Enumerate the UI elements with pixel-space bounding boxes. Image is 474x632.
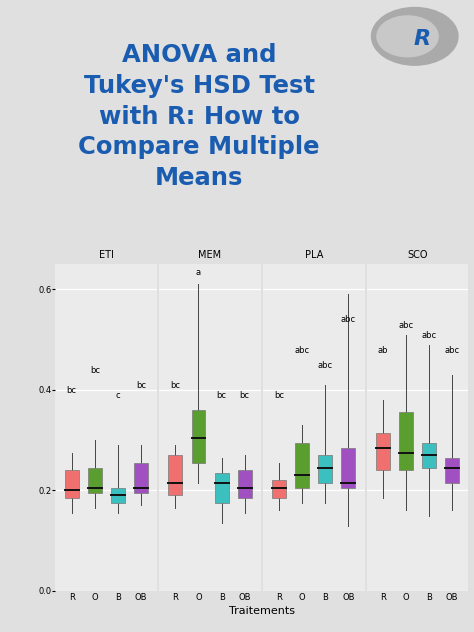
Text: SCO: SCO: [407, 250, 428, 260]
Text: MEM: MEM: [199, 250, 222, 260]
Bar: [422, 442, 436, 468]
Circle shape: [372, 8, 458, 65]
Text: bc: bc: [90, 366, 100, 375]
Text: ETI: ETI: [99, 250, 114, 260]
Text: abc: abc: [341, 315, 356, 324]
Bar: [215, 473, 228, 503]
Text: Traitements: Traitements: [229, 606, 295, 616]
Text: abc: abc: [295, 346, 310, 355]
Text: ab: ab: [377, 346, 388, 355]
Text: R: R: [413, 28, 430, 49]
Bar: [111, 488, 125, 503]
Bar: [376, 432, 390, 470]
Text: bc: bc: [136, 381, 146, 390]
Bar: [295, 442, 309, 488]
Bar: [341, 447, 356, 488]
Bar: [168, 455, 182, 495]
Text: bc: bc: [67, 386, 77, 395]
Text: ANOVA and
Tukey's HSD Test
with R: How to
Compare Multiple
Means: ANOVA and Tukey's HSD Test with R: How t…: [78, 44, 320, 190]
Bar: [191, 410, 205, 463]
Text: abc: abc: [398, 320, 413, 329]
Bar: [272, 480, 286, 498]
Bar: [134, 463, 148, 493]
Bar: [319, 455, 332, 483]
Bar: [399, 413, 413, 470]
Text: a: a: [196, 268, 201, 277]
Text: bc: bc: [217, 391, 227, 400]
Circle shape: [377, 16, 438, 57]
Text: abc: abc: [445, 346, 460, 355]
Bar: [65, 470, 79, 498]
Bar: [238, 470, 252, 498]
Text: abc: abc: [421, 331, 437, 339]
Text: bc: bc: [170, 381, 180, 390]
Text: PLA: PLA: [304, 250, 323, 260]
Bar: [88, 468, 102, 493]
Text: bc: bc: [240, 391, 250, 400]
Text: c: c: [116, 391, 120, 400]
Bar: [445, 458, 459, 483]
Text: abc: abc: [318, 361, 333, 370]
Text: bc: bc: [274, 391, 284, 400]
